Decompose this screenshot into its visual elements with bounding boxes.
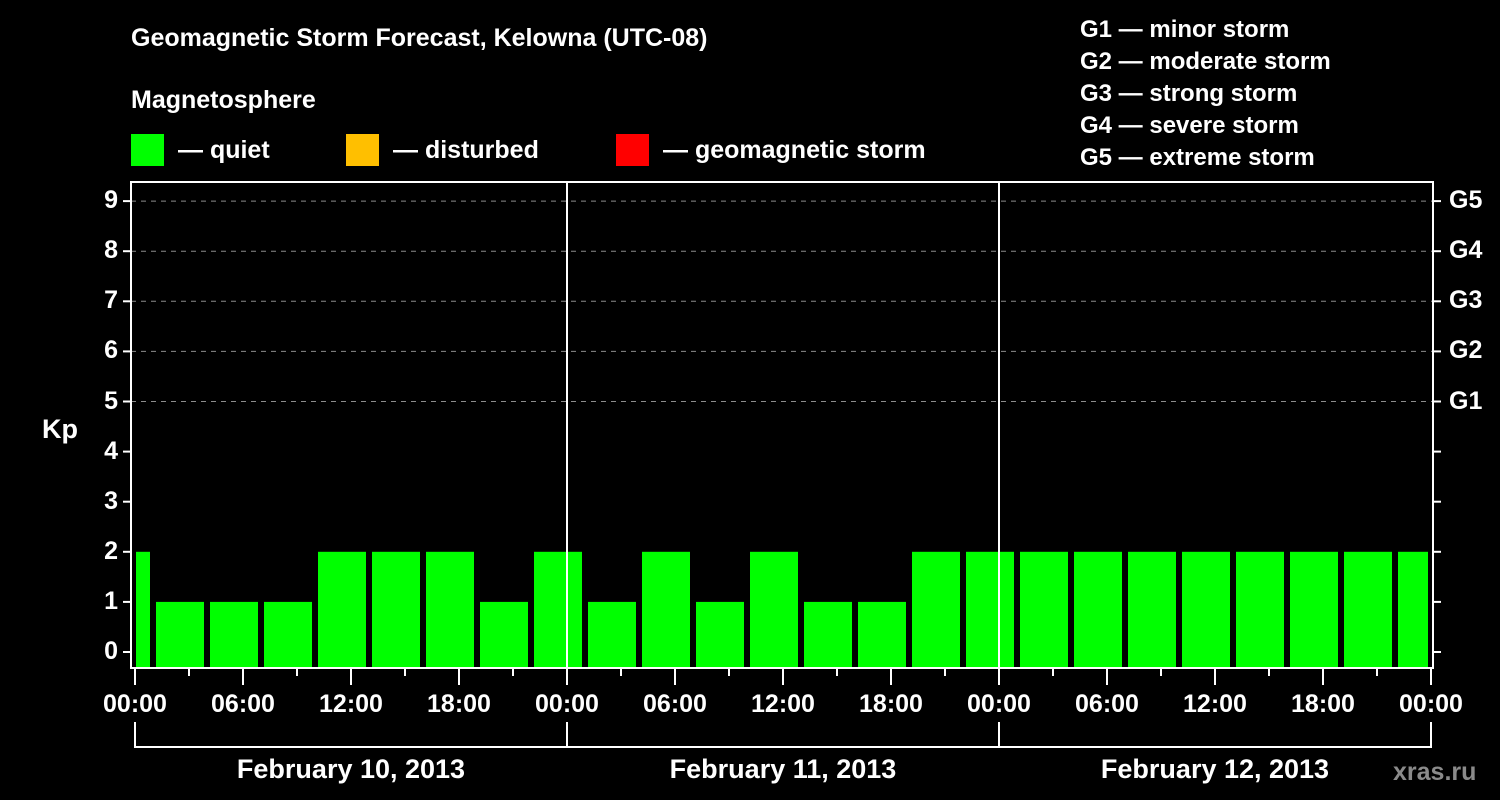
x-tick-label: 18:00	[1291, 690, 1355, 718]
g-scale-label: G4	[1449, 236, 1483, 265]
legend-quiet: — quiet	[131, 134, 270, 166]
kp-bar	[912, 551, 960, 668]
y-tick-label: 6	[104, 336, 118, 365]
x-tick-label: 00:00	[1399, 690, 1463, 718]
kp-bar	[1074, 551, 1122, 668]
date-label: February 11, 2013	[669, 754, 897, 784]
watermark: xras.ru	[1393, 758, 1477, 786]
x-tick-label: 06:00	[1075, 690, 1139, 718]
kp-bar	[1290, 551, 1338, 668]
kp-bar	[210, 601, 258, 668]
x-tick-label: 12:00	[1183, 690, 1247, 718]
g5-desc: G5 — extreme storm	[1080, 144, 1315, 171]
kp-bar	[588, 601, 636, 668]
kp-bar	[804, 601, 852, 668]
g3-desc: G3 — strong storm	[1080, 80, 1298, 107]
y-axis-label: Kp	[42, 414, 78, 444]
kp-bar	[426, 551, 474, 668]
g-scale-label: G1	[1449, 386, 1483, 415]
kp-bar	[534, 551, 582, 668]
kp-bar	[156, 601, 204, 668]
date-label: February 10, 2013	[236, 754, 466, 784]
quiet-swatch	[131, 134, 164, 166]
kp-bar	[1344, 551, 1392, 668]
kp-bar	[696, 601, 744, 668]
kp-bar	[966, 551, 1014, 668]
y-tick-label: 0	[104, 637, 118, 665]
g-scale-label: G2	[1449, 336, 1483, 365]
kp-bar	[1398, 551, 1428, 668]
y-tick-label: 9	[104, 186, 118, 215]
kp-bar	[1020, 551, 1068, 668]
kp-bar	[264, 601, 312, 668]
kp-bar	[1128, 551, 1176, 668]
kp-bar	[1182, 551, 1230, 668]
legend-disturbed-label: — disturbed	[393, 135, 539, 164]
y-tick-label: 4	[104, 436, 118, 465]
y-tick-label: 7	[104, 286, 118, 315]
x-tick-label: 06:00	[211, 690, 275, 718]
date-label: February 12, 2013	[1100, 754, 1330, 784]
kp-bar	[480, 601, 528, 668]
kp-bar	[750, 551, 798, 668]
kp-bar	[858, 601, 906, 668]
legend-quiet-label: — quiet	[178, 135, 270, 164]
date-bracket	[134, 722, 1432, 748]
g2-desc: G2 — moderate storm	[1080, 48, 1331, 75]
x-tick-label: 00:00	[103, 690, 167, 718]
x-tick-label: 00:00	[967, 690, 1031, 718]
legend-storm: — geomagnetic storm	[616, 134, 926, 166]
legend-disturbed: — disturbed	[346, 134, 539, 166]
y-tick-label: 8	[104, 236, 118, 265]
y-tick-label: 2	[104, 536, 118, 565]
chart-title: Geomagnetic Storm Forecast, Kelowna (UTC…	[131, 24, 708, 52]
g1-desc: G1 — minor storm	[1080, 16, 1290, 43]
y-tick-label: 5	[104, 386, 118, 415]
x-tick-label: 00:00	[535, 690, 599, 718]
y-tick-label: 3	[104, 486, 118, 515]
kp-bar	[136, 551, 150, 668]
y-tick-label: 1	[104, 586, 118, 615]
x-tick-label: 18:00	[859, 690, 923, 718]
legend-heading: Magnetosphere	[131, 86, 316, 114]
kp-bar	[642, 551, 690, 668]
g-scale-label: G5	[1449, 186, 1483, 215]
kp-bar	[318, 551, 366, 668]
x-tick-label: 06:00	[643, 690, 707, 718]
disturbed-swatch	[346, 134, 379, 166]
g-scale-label: G3	[1449, 286, 1483, 315]
storm-scale-legend: G1 — minor storm G2 — moderate storm G3 …	[1080, 14, 1331, 174]
kp-bar	[1236, 551, 1284, 668]
storm-swatch	[616, 134, 649, 166]
x-tick-label: 18:00	[427, 690, 491, 718]
x-tick-label: 12:00	[751, 690, 815, 718]
x-tick-label: 12:00	[319, 690, 383, 718]
legend-storm-label: — geomagnetic storm	[663, 135, 926, 164]
kp-bar	[372, 551, 420, 668]
g4-desc: G4 — severe storm	[1080, 112, 1299, 139]
